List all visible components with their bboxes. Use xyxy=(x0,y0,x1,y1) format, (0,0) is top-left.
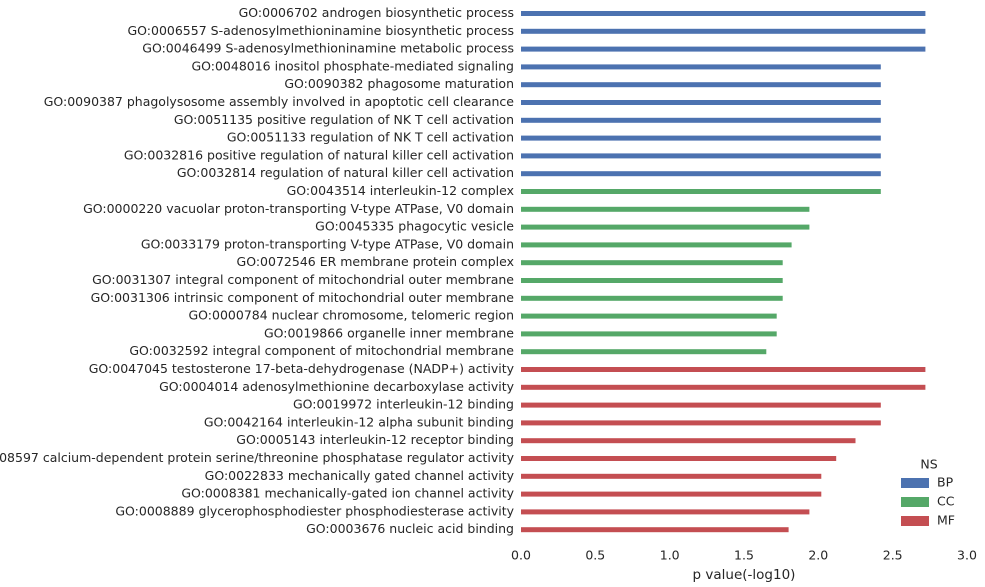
bar-cc xyxy=(521,278,783,283)
category-label: GO:0019972 interleukin-12 binding xyxy=(293,397,514,412)
category-label: GO:0031306 intrinsic component of mitoch… xyxy=(91,290,515,305)
category-label: GO:0022833 mechanically gated channel ac… xyxy=(205,468,515,483)
category-label: GO:0045335 phagocytic vesicle xyxy=(315,219,514,234)
bar-bp xyxy=(521,82,881,88)
category-label: GO:0032814 regulation of natural killer … xyxy=(177,165,514,180)
bar-cc xyxy=(521,349,767,355)
category-label: GO:0051135 positive regulation of NK T c… xyxy=(174,112,514,127)
category-label: GO:0042164 interleukin-12 alpha subunit … xyxy=(204,414,514,429)
category-label: GO:0047045 testosterone 17-beta-dehydrog… xyxy=(89,361,515,376)
bar-mf xyxy=(521,420,881,426)
legend-swatch-mf xyxy=(901,516,929,526)
bar-cc xyxy=(521,189,881,194)
legend-title: NS xyxy=(920,457,937,472)
bar-bp xyxy=(521,135,881,141)
x-tick-label: 1.0 xyxy=(660,548,680,563)
bar-bp xyxy=(521,117,881,123)
category-label: GO:0043514 interleukin-12 complex xyxy=(287,183,514,198)
bar-cc xyxy=(521,242,792,248)
category-label: GO:0033179 proton-transporting V-type AT… xyxy=(141,236,514,251)
category-label: GO:0008597 calcium-dependent protein ser… xyxy=(0,450,515,465)
category-label: GO:0032816 positive regulation of natura… xyxy=(124,147,514,162)
bar-cc xyxy=(521,206,810,212)
bar-bp xyxy=(521,171,881,177)
category-label: GO:0048016 inositol phosphate-mediated s… xyxy=(191,58,514,73)
bar-cc xyxy=(521,295,783,301)
category-label: GO:0005143 interleukin-12 receptor bindi… xyxy=(236,432,514,447)
category-label: GO:0008381 mechanically-gated ion channe… xyxy=(181,486,514,501)
category-label: GO:0090382 phagosome maturation xyxy=(284,76,514,91)
bar-cc xyxy=(521,331,777,337)
category-label: GO:0006557 S-adenosylmethioninamine bios… xyxy=(127,23,514,38)
bar-bp xyxy=(521,28,926,34)
x-tick-label: 0.0 xyxy=(511,548,531,563)
bar-mf xyxy=(521,438,856,444)
bar-bp xyxy=(521,11,926,16)
legend-swatch-cc xyxy=(901,497,929,507)
legend-swatch-bp xyxy=(901,478,929,488)
x-tick-label: 1.5 xyxy=(734,548,754,563)
legend-label-mf: MF xyxy=(937,513,955,528)
bar-bp xyxy=(521,46,926,52)
bar-bp xyxy=(521,64,881,70)
bar-cc xyxy=(521,313,777,319)
category-label: GO:0046499 S-adenosylmethioninamine meta… xyxy=(142,41,514,56)
bar-mf xyxy=(521,473,822,479)
category-label: GO:0072546 ER membrane protein complex xyxy=(237,254,514,269)
category-label: GO:0003676 nucleic acid binding xyxy=(306,521,514,536)
bar-cc xyxy=(521,224,810,230)
bar-bp xyxy=(521,153,881,159)
bar-mf xyxy=(521,402,881,408)
bar-mf xyxy=(521,491,822,497)
x-axis-title: p value(-log10) xyxy=(693,567,796,583)
x-tick-label: 3.0 xyxy=(957,548,977,563)
category-label: GO:0006702 androgen biosynthetic process xyxy=(239,5,514,20)
bar-cc xyxy=(521,260,783,266)
legend-label-bp: BP xyxy=(937,475,954,490)
category-label: GO:0008889 glycerophosphodiester phospho… xyxy=(115,503,514,518)
x-tick-label: 0.5 xyxy=(585,548,605,563)
category-label: GO:0019866 organelle inner membrane xyxy=(264,325,514,340)
category-label: GO:0051133 regulation of NK T cell activ… xyxy=(227,130,514,145)
x-tick-label: 2.0 xyxy=(808,548,828,563)
legend-label-cc: CC xyxy=(937,494,955,509)
x-tick-label: 2.5 xyxy=(883,548,903,563)
bar-mf xyxy=(521,527,789,533)
bar-mf xyxy=(521,509,810,515)
category-label: GO:0032592 integral component of mitocho… xyxy=(129,343,514,358)
category-label: GO:0090387 phagolysosome assembly involv… xyxy=(44,94,515,109)
bar-mf xyxy=(521,384,926,390)
bar-bp xyxy=(521,100,881,105)
bar-mf xyxy=(521,367,926,372)
category-label: GO:0000784 nuclear chromosome, telomeric… xyxy=(189,308,515,323)
bar-mf xyxy=(521,456,837,461)
category-label: GO:0004014 adenosylmethionine decarboxyl… xyxy=(159,379,514,394)
category-label: GO:0031307 integral component of mitocho… xyxy=(92,272,514,287)
category-label: GO:0000220 vacuolar proton-transporting … xyxy=(83,201,514,216)
